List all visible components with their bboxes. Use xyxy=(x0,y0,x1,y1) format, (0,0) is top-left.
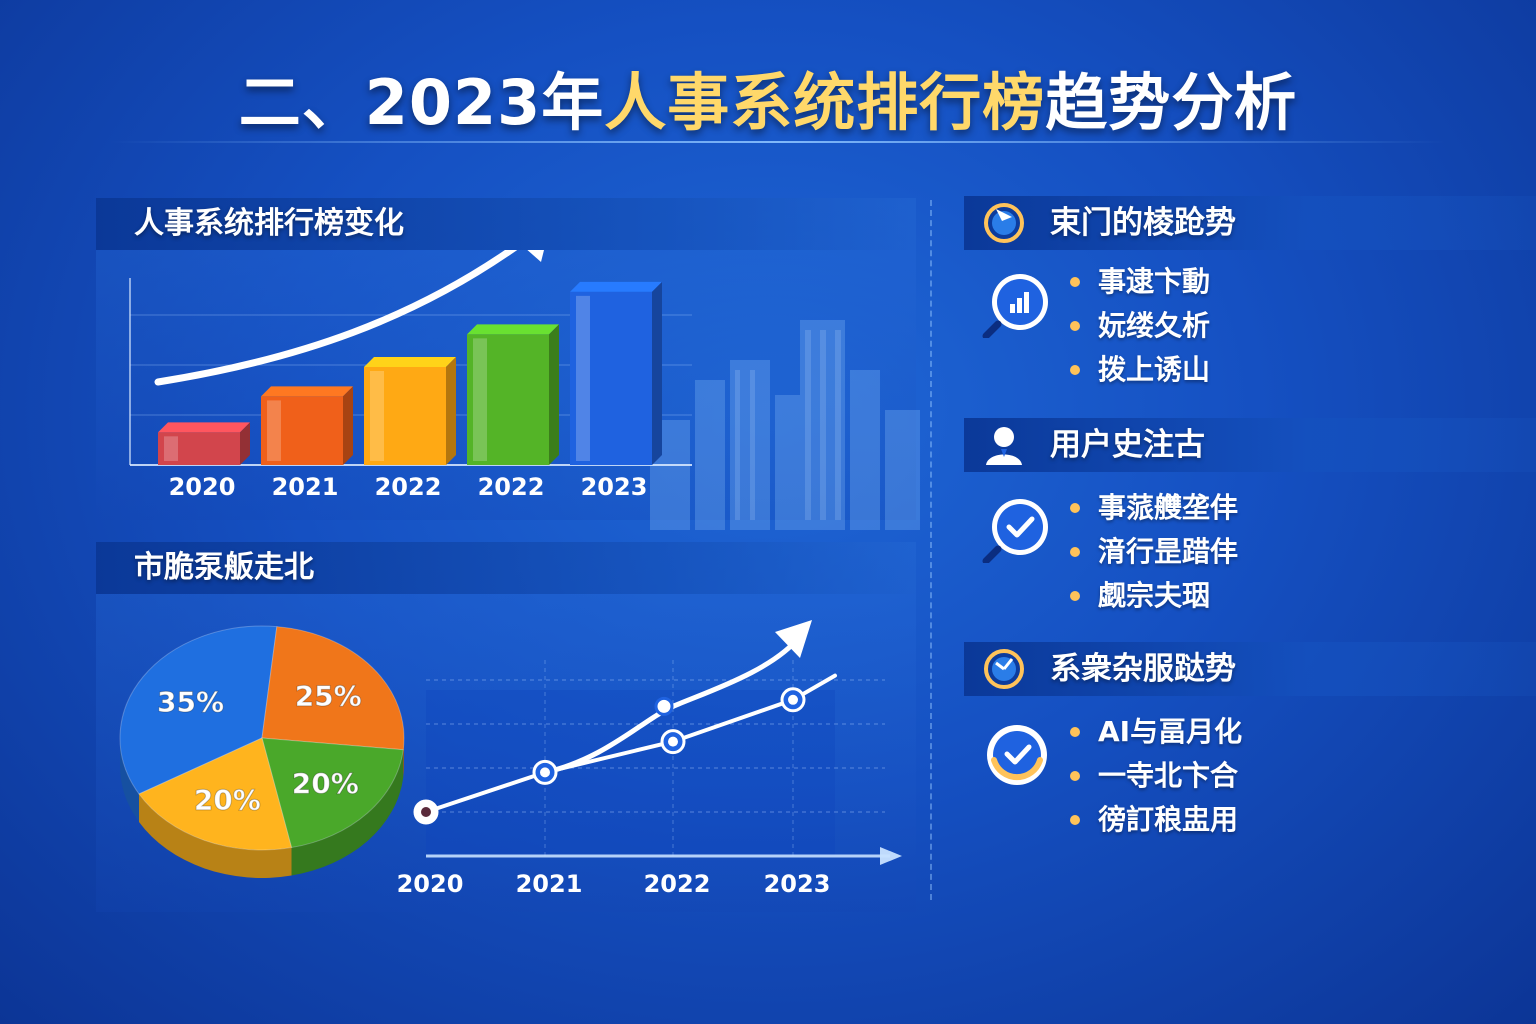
column-divider xyxy=(930,200,932,900)
x-tick-label: 2020 xyxy=(169,473,236,501)
bar xyxy=(570,291,652,465)
plot-area xyxy=(426,690,835,856)
bar-chart: 2020 2021 2022 2022 2023 xyxy=(129,250,692,501)
trend-arrow-head xyxy=(527,250,544,262)
list-item: 湇行昰踖仹 xyxy=(1070,530,1238,574)
x-tick-label: 2021 xyxy=(272,473,339,501)
bar-side xyxy=(652,281,662,465)
pie-slice-label: 35% xyxy=(157,685,224,718)
x-tick-label: 2022 xyxy=(478,473,545,501)
market-chart-title: 市脆泵舨走北 xyxy=(134,550,314,585)
user-focus-list: 事蒎艭垄仹 湇行昰踖仹 觑宗夫珚 xyxy=(1070,486,1238,618)
list-item: 事逮卞動 xyxy=(1070,260,1210,304)
title-part-3: 趋势分析 xyxy=(1045,66,1298,139)
bar-highlight xyxy=(576,295,590,461)
bar-highlight xyxy=(370,371,384,461)
tech-trends-list: 事逮卞動 妧缕夂析 拨上诱山 xyxy=(1070,260,1210,392)
bar xyxy=(467,334,549,465)
bar-chart-magnifier-icon xyxy=(982,274,1048,338)
pie-slice-side xyxy=(139,794,292,878)
list-item: AI与畐月化 xyxy=(1070,710,1242,754)
trend-arrow-head xyxy=(775,620,812,658)
bar-highlight xyxy=(473,338,487,461)
pie-slice-label: 25% xyxy=(295,680,362,713)
compass-icon xyxy=(984,203,1024,243)
line-point xyxy=(421,807,431,817)
bar xyxy=(261,396,343,465)
bar-highlight xyxy=(267,400,281,461)
x-tick-label: 2023 xyxy=(581,473,648,501)
pie-slice-label: 20% xyxy=(194,783,261,816)
section-heading-label: 系衆杂服跶势 xyxy=(1050,651,1236,687)
bar-side xyxy=(549,324,559,465)
section-heading-label: 用户史注古 xyxy=(1050,427,1205,463)
section-heading-tech-trends: 束门的棱跄势 xyxy=(964,196,1536,250)
x-tick-label: 2023 xyxy=(764,870,831,898)
bar-side xyxy=(343,386,353,465)
line-point xyxy=(668,736,678,747)
list-item: 徬訂稂盅用 xyxy=(1070,798,1242,842)
bar-chart-heading: 人事系统排行榜变化 xyxy=(96,198,916,250)
list-item: 事蒎艭垄仹 xyxy=(1070,486,1238,530)
pie-slice xyxy=(261,737,404,849)
page-title: 二、2023年人事系统排行榜趋势分析 xyxy=(0,52,1536,142)
trend-arrow xyxy=(154,250,518,386)
bar-top xyxy=(364,357,456,367)
service-trends-list: AI与畐月化 一寺北卞合 徬訂稂盅用 xyxy=(1070,710,1242,842)
pie-slice-side xyxy=(291,749,404,876)
pie-slice-side xyxy=(403,738,404,778)
gauge-icon xyxy=(984,649,1024,689)
list-item: 一寺北卞合 xyxy=(1070,754,1242,798)
refresh-check-icon xyxy=(987,725,1047,785)
section-heading-user-focus: 用户史注古 xyxy=(964,418,1536,472)
pie-chart: 35% 25% 20% 20% xyxy=(119,625,405,878)
market-chart-heading: 市脆泵舨走北 xyxy=(96,542,916,594)
bar-highlight xyxy=(164,436,178,461)
check-magnifier-icon xyxy=(982,499,1048,563)
x-tick-label: 2022 xyxy=(375,473,442,501)
bar-top xyxy=(261,386,353,397)
list-item: 拨上诱山 xyxy=(1070,348,1210,392)
x-tick-label: 2020 xyxy=(397,870,464,898)
list-item: 觑宗夫珚 xyxy=(1070,574,1238,618)
pie-slice xyxy=(138,737,293,851)
line-point xyxy=(788,694,798,705)
bar-top xyxy=(467,324,559,335)
title-part-1: 二、2023年 xyxy=(238,66,605,139)
pie-slice-label: 20% xyxy=(292,767,359,800)
bar-top xyxy=(158,422,250,433)
pie-slice-side xyxy=(120,738,140,822)
bar xyxy=(158,432,240,465)
section-heading-label: 束门的棱跄势 xyxy=(1050,205,1236,241)
bar-side xyxy=(446,357,456,465)
line-chart: 2020 2021 2022 2023 xyxy=(397,620,902,898)
x-tick-label: 2021 xyxy=(516,870,583,898)
title-divider xyxy=(110,141,1446,143)
pie-slice xyxy=(119,625,278,795)
bar-top xyxy=(570,281,662,292)
title-part-2: 人事系统排行榜 xyxy=(604,66,1046,139)
x-axis-arrowhead xyxy=(880,847,902,865)
section-heading-service-trends: 系衆杂服跶势 xyxy=(964,642,1536,696)
bar xyxy=(364,367,446,465)
pie-slice xyxy=(261,626,405,751)
city-skyline-image xyxy=(650,320,920,530)
x-tick-label: 2022 xyxy=(644,870,711,898)
user-icon xyxy=(986,427,1022,465)
bar-side xyxy=(240,422,250,465)
line-point xyxy=(540,767,550,778)
line-point xyxy=(654,696,674,716)
list-item: 妧缕夂析 xyxy=(1070,304,1210,348)
bar-chart-title: 人事系统排行榜变化 xyxy=(134,206,404,241)
